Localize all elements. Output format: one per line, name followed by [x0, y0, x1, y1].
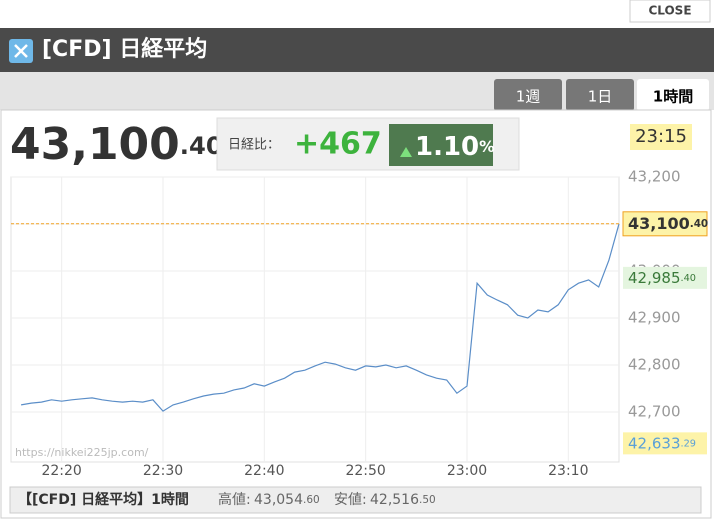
- x-tick-label: 23:00: [447, 463, 487, 479]
- y-tick-label: 43,200: [628, 168, 681, 186]
- price: 43,100.40: [10, 119, 223, 170]
- tab-label[interactable]: 1時間: [653, 88, 693, 106]
- plot: 22:20 22:30 22:40 22:50 23:00 23:10 43,200 43,1…: [10, 168, 708, 479]
- header-title: [CFD] 日経平均: [42, 36, 207, 62]
- x-tick-label: 22:40: [244, 463, 284, 479]
- tab-label[interactable]: 1日: [588, 88, 613, 106]
- change-value: +467: [294, 127, 382, 162]
- watermark: https://nikkei225jp.com/: [15, 446, 149, 459]
- x-tick-label: 23:10: [548, 463, 588, 479]
- low-value: 42,516.50: [370, 492, 436, 508]
- time-box: [630, 124, 692, 150]
- tab[interactable]: [566, 79, 634, 111]
- percent-box: [389, 124, 493, 166]
- footer-box: [9, 486, 702, 514]
- y-tick-label: 42,700: [628, 403, 681, 421]
- previous-label: 42,985.40: [628, 268, 696, 286]
- x-tick-label: 22:30: [143, 463, 183, 479]
- y-tick-label: 42,900: [628, 309, 681, 327]
- x-icon-glyph: [14, 44, 28, 58]
- low-label: 安値:: [334, 492, 367, 508]
- tabs: 1週 1日 1時間: [494, 79, 709, 111]
- tab-label[interactable]: 1週: [516, 88, 541, 106]
- price-line: [20, 223, 620, 412]
- up-arrow: [400, 147, 412, 157]
- low-label: 42,633.29: [628, 434, 696, 452]
- y-tick-label: 42,800: [628, 356, 681, 374]
- header-bar: [0, 28, 714, 72]
- previous-box: [623, 266, 707, 289]
- x-tick-label: 22:50: [345, 463, 385, 479]
- close-label[interactable]: CLOSE: [648, 4, 691, 18]
- plot-frame: [10, 176, 620, 463]
- low-box: [623, 432, 707, 455]
- change-percent: 1.10%: [415, 132, 495, 162]
- high-label: 高値:: [218, 491, 251, 508]
- time: 23:15: [635, 126, 687, 147]
- change-label: 日経比：: [228, 138, 280, 153]
- current-box: [622, 211, 708, 237]
- close-button[interactable]: [629, 0, 711, 23]
- tab[interactable]: [637, 79, 709, 111]
- x-tick-label: 22:20: [41, 463, 81, 479]
- high-value: 43,054.60: [254, 492, 320, 508]
- footer-title: 【[CFD] 日経平均】1時間: [18, 491, 189, 508]
- current-label: 43,100.40: [628, 213, 708, 232]
- tab[interactable]: [494, 79, 562, 111]
